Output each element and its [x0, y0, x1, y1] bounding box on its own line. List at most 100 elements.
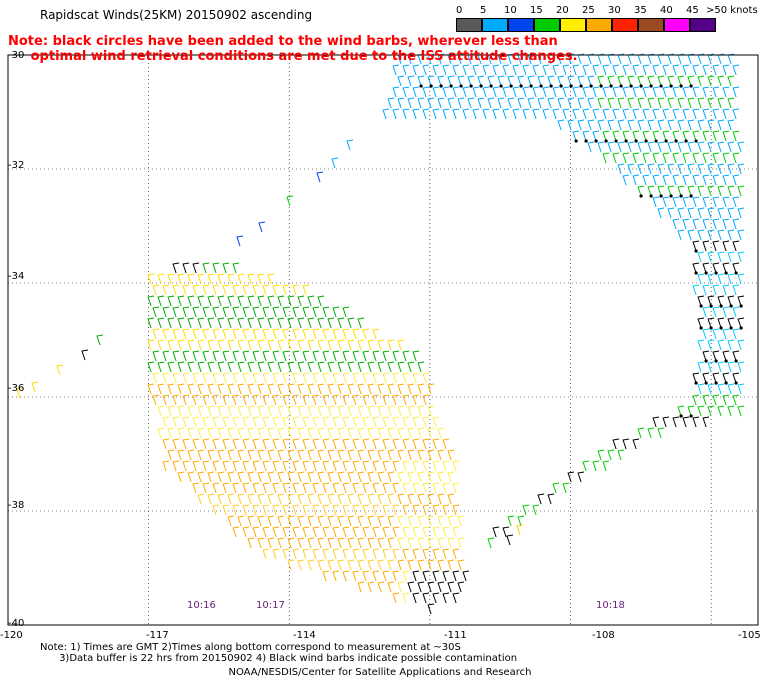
y-tick-label: -32: [8, 160, 25, 171]
wind-barb: [362, 526, 370, 538]
wind-barb: [597, 141, 605, 153]
wind-barb: [232, 372, 240, 384]
wind-barb: [452, 548, 460, 560]
wind-barb: [697, 163, 705, 175]
wind-barb: [397, 493, 405, 505]
wind-barb: [377, 427, 385, 439]
wind-barb: [722, 174, 730, 186]
wind-barb: [717, 361, 725, 373]
wind-barb: [617, 97, 625, 109]
wind-barb: [707, 119, 715, 131]
wind-barb: [317, 405, 325, 417]
wind-barb: [332, 482, 340, 494]
wind-barb: [512, 64, 520, 76]
wind-barb: [242, 372, 250, 384]
wind-barb: [407, 405, 415, 417]
legend-label-20: 20: [556, 5, 569, 16]
wind-barb: [682, 108, 690, 120]
wind-barb: [232, 416, 240, 428]
wind-barb: [387, 427, 395, 439]
wind-barb: [312, 526, 320, 538]
wind-barb: [257, 383, 265, 395]
wind-barb: [602, 460, 610, 472]
wind-barb: [392, 570, 400, 582]
contamination-dot: [644, 139, 648, 143]
wind-barb: [247, 449, 255, 461]
wind-barb: [642, 174, 650, 186]
wind-barb: [622, 86, 630, 98]
wind-barb: [172, 438, 180, 450]
wind-barb: [347, 515, 355, 527]
wind-barb: [247, 427, 255, 439]
wind-barb: [662, 108, 670, 120]
wind-barb: [557, 97, 565, 109]
wind-barb: [712, 196, 720, 208]
wind-barb: [282, 438, 290, 450]
wind-barb: [662, 196, 670, 208]
wind-barb: [462, 108, 470, 120]
wind-barb: [267, 295, 275, 307]
wind-barb: [372, 328, 380, 340]
wind-barb: [197, 339, 205, 351]
wind-barb: [162, 416, 170, 428]
wind-barb: [292, 548, 300, 560]
contamination-dot: [649, 84, 653, 88]
contamination-dot: [714, 359, 718, 363]
wind-barb: [242, 284, 250, 296]
legend-label-10: 10: [504, 5, 517, 16]
wind-barb: [237, 515, 245, 527]
wind-barb: [302, 504, 310, 516]
wind-barb: [222, 306, 230, 318]
wind-barb: [542, 64, 550, 76]
wind-barb: [487, 97, 495, 109]
wind-barb: [327, 361, 335, 373]
wind-barb: [602, 64, 610, 76]
wind-barb: [412, 504, 420, 516]
wind-barb: [677, 97, 685, 109]
wind-barb: [217, 383, 225, 395]
wind-barb: [232, 394, 240, 406]
wind-barb: [432, 416, 440, 428]
wind-barb: [422, 482, 430, 494]
wind-barb: [327, 317, 335, 329]
wind-barb: [412, 570, 420, 582]
wind-barb: [352, 438, 360, 450]
wind-barb: [367, 427, 375, 439]
wind-barb: [702, 64, 710, 76]
contamination-dot: [559, 84, 563, 88]
wind-barb: [212, 372, 220, 384]
wind-barb: [717, 405, 725, 417]
wind-barb: [282, 328, 290, 340]
wind-barb: [407, 427, 415, 439]
wind-barb: [232, 306, 240, 318]
wind-barb: [727, 207, 735, 219]
wind-barb: [297, 405, 305, 417]
wind-barb: [392, 372, 400, 384]
wind-barb: [272, 504, 280, 516]
wind-barb: [727, 361, 735, 373]
wind-barb: [347, 427, 355, 439]
wind-barb: [407, 471, 415, 483]
wind-barb: [492, 108, 500, 120]
wind-barb: [197, 449, 205, 461]
wind-barb: [667, 163, 675, 175]
wind-barb: [227, 295, 235, 307]
wind-barb: [302, 548, 310, 560]
wind-barb: [167, 317, 175, 329]
wind-barb: [707, 383, 715, 395]
speed-legend: 0 5 10 15 20 25 30 35 40 45 >50 knots: [456, 4, 758, 32]
wind-barb: [717, 119, 725, 131]
wind-barb: [232, 504, 240, 516]
wind-barb: [527, 75, 535, 87]
wind-barb: [337, 383, 345, 395]
wind-barb: [377, 383, 385, 395]
wind-barb: [357, 361, 365, 373]
wind-barb: [597, 449, 605, 461]
wind-barb: [547, 493, 555, 505]
wind-barb: [282, 372, 290, 384]
wind-barb: [237, 493, 245, 505]
wind-barb: [362, 416, 370, 428]
legend-swatch: [456, 18, 482, 32]
wind-barb: [352, 504, 360, 516]
wind-barb: [412, 394, 420, 406]
